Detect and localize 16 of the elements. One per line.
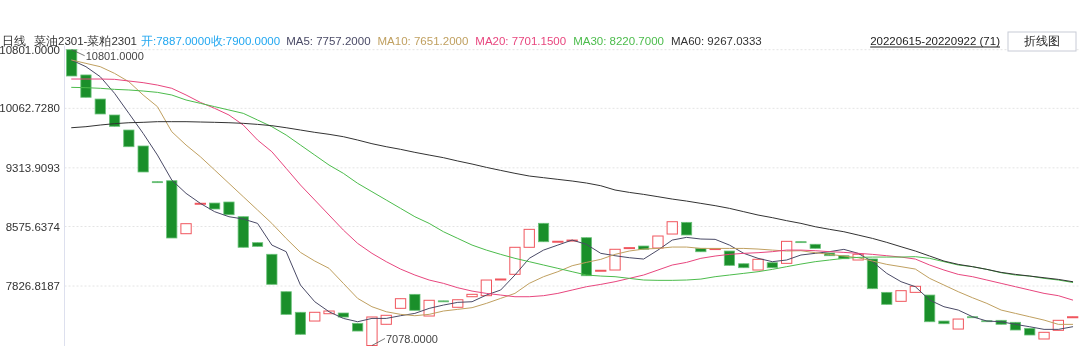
y-tick-label: 9313.9093 bbox=[5, 161, 60, 174]
text: MA20: 7701.1500 bbox=[475, 35, 567, 47]
annotation: 7078.0000 bbox=[385, 332, 438, 345]
text: MA30: 8220.7000 bbox=[573, 35, 664, 47]
text: 开:7887.0000 bbox=[141, 35, 211, 47]
text: MA60: 9267.0333 bbox=[670, 35, 762, 47]
y-tick-label: 10062.7280 bbox=[0, 102, 60, 115]
annotation: 10801.0000 bbox=[85, 49, 144, 62]
y-tick-label: 7826.8187 bbox=[5, 280, 60, 292]
chart-subtitle: 菜油2301-菜粕2301 bbox=[34, 35, 137, 47]
text: 折线图 bbox=[1024, 35, 1060, 47]
text: MA10: 7651.2000 bbox=[377, 35, 469, 47]
text: MA5: 7757.2000 bbox=[286, 35, 371, 47]
y-tick-label: 8575.6374 bbox=[5, 220, 61, 233]
text: 20220615-20220922 (71) bbox=[870, 35, 1001, 47]
text: 收:7900.0000 bbox=[210, 35, 281, 47]
